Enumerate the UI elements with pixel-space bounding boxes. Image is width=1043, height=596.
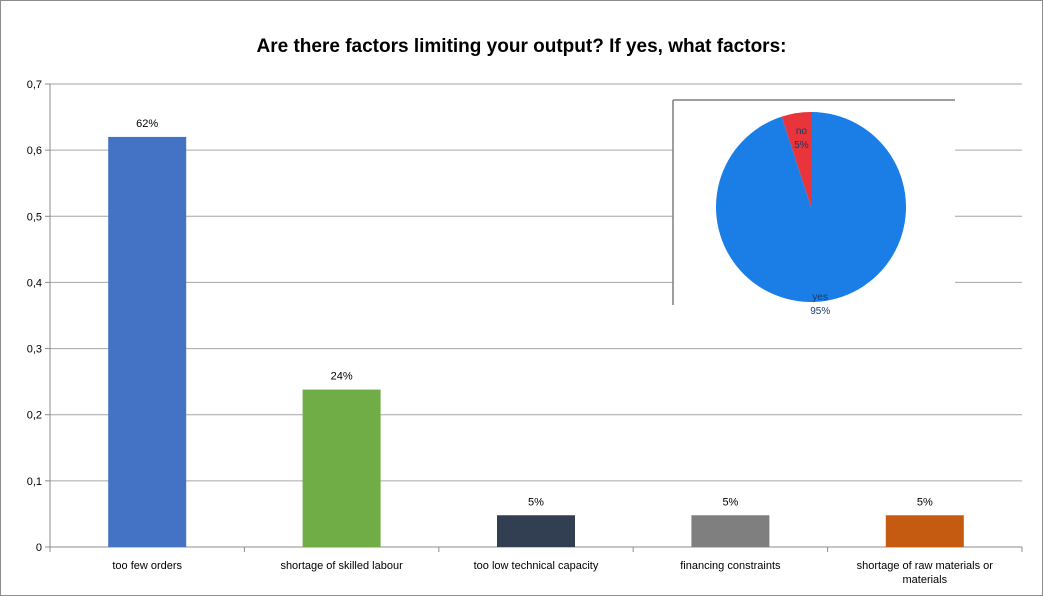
- bar-data-label: 24%: [331, 371, 353, 383]
- y-tick-label: 0,2: [27, 410, 42, 422]
- y-tick-label: 0,7: [27, 79, 42, 91]
- bars: [108, 136, 964, 547]
- y-tick-label: 0,1: [27, 476, 42, 488]
- y-tick-label: 0,4: [27, 277, 42, 289]
- pie-slice-label: no: [796, 126, 808, 137]
- pie-slice: [781, 112, 811, 207]
- bar-data-label: 5%: [917, 496, 933, 508]
- pie-slice-value: 95%: [810, 306, 830, 317]
- category-label: shortage of raw materials or: [857, 560, 994, 572]
- pie-slice-value: 5%: [794, 140, 809, 151]
- y-tick-label: 0,3: [27, 344, 42, 356]
- bar-data-label: 5%: [722, 496, 738, 508]
- pie-slice: [716, 112, 907, 302]
- bar: [497, 515, 575, 547]
- pie-chart: no 5% yes 95%: [672, 99, 955, 317]
- category-label: materials: [902, 574, 947, 586]
- bar-data-label: 62%: [136, 118, 158, 130]
- pie-slice-label: yes: [812, 292, 828, 303]
- y-tick-label: 0: [36, 542, 42, 554]
- bar: [302, 389, 381, 547]
- bar: [691, 515, 770, 547]
- category-label: too few orders: [112, 560, 182, 572]
- category-label: shortage of skilled labour: [280, 560, 403, 572]
- category-label: financing constraints: [680, 560, 781, 572]
- bar: [885, 515, 964, 547]
- bar: [108, 136, 187, 547]
- y-tick-label: 0,6: [27, 145, 42, 157]
- bar-data-label: 5%: [528, 496, 544, 508]
- category-label: too low technical capacity: [474, 560, 599, 572]
- chart-title: Are there factors limiting your output? …: [256, 36, 787, 57]
- y-tick-label: 0,5: [27, 211, 42, 223]
- labels: 0 0,1 0,2 0,3 0,4 0,5 0,6 0,7 62% too few orders 2…: [27, 79, 994, 586]
